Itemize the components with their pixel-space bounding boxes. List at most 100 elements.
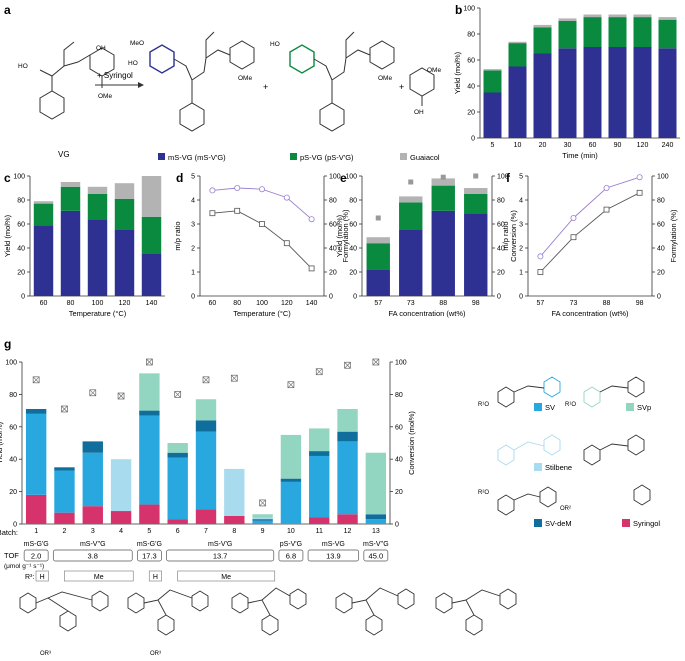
x-tick-label: 5 [491,142,495,149]
right-axis-title: Formylation (%) [669,209,678,262]
panel-label-g: g [4,337,11,351]
tof-box [23,549,49,562]
bar-ps-vg [60,186,81,211]
y-tick-label: 40 [467,84,475,91]
bar-ms-vg [633,47,652,138]
y-tick-label: 60 [329,222,337,229]
bar-svp [309,428,330,452]
group-label: MeO [130,40,144,47]
y-tick-label: 0 [329,294,333,301]
tof-box [363,549,389,562]
bar-stilbene [224,468,245,516]
x-tick-label: 100 [92,300,104,307]
bar-sv-dem [309,451,330,456]
bar-syringol [224,515,245,524]
bar-ps-vg [533,27,552,54]
bar-ms-vg [33,225,54,296]
x-tick-label: 7 [204,528,208,535]
data-point [259,221,265,227]
plus-sign-1: + [263,82,268,92]
left-axis-title: m/p ratio [173,221,182,250]
bar-syringol [309,517,330,524]
bar-sv [54,470,75,513]
right-axis-title: Conversion (mol%) [407,411,416,475]
bar-syringol [25,494,47,524]
y-tick-label: 0 [21,294,25,301]
y-tick-label: 80 [467,32,475,39]
tof-value: 13.9 [326,552,341,561]
group-label: OMe [378,75,392,82]
r3-box [35,570,49,582]
panel-label-f: f [506,171,511,185]
legend-swatch-sv-dem [534,519,542,527]
conversion-point-cross [287,381,295,388]
y-tick-label: 20 [497,270,505,277]
y-tick-label: 0 [13,522,17,529]
group-label: HO [270,41,280,48]
bar-sv-dem [337,431,358,442]
catalyst-group-label: mS-V''G [363,541,389,548]
y-tick-label: 20 [395,489,403,496]
conversion-point-cross [174,391,181,398]
y-tick-label: 80 [329,198,337,205]
x-tick-label: 140 [306,300,318,307]
conversion-point-cross [259,499,266,507]
y-tick-label: 0 [657,294,661,301]
group-label: OMe [427,67,441,74]
x-tick-label: 10 [514,142,522,149]
product2-syringol-ring [289,44,315,74]
bar-guaiacol [141,176,162,217]
reaction-scheme [39,31,435,132]
x-tick-label: 11 [316,528,323,535]
product2-phenoxy-ring [369,40,395,70]
panel-label-b: b [455,3,462,17]
chart-temperature-yield: 0 20 40 60 80 100 Yield (mol%) 60 80 100 120 140 Tem… [3,174,165,318]
legend-label-stilbene: Stilbene [545,463,572,472]
data-point [234,184,241,191]
tof-value: 13.7 [213,552,228,561]
x-tick-label: 140 [146,300,158,307]
bar-guaiacol [583,14,602,18]
chart-fa-ratio: 0 1 2 3 4 5 0 20 40 60 80 100 m/p ratio Formylation (… [501,174,678,319]
bar-sv-dem [365,514,387,520]
panel-label-a: a [4,3,11,17]
bar-syringol [82,506,103,524]
tof-box [52,549,133,562]
catalyst-group-label: mS-V'G [208,541,232,548]
bar-sv [337,441,358,515]
catalyst-group-label: mS-G'G [137,541,162,548]
bar-sv-dem [82,441,103,453]
y-tick-label: 4 [519,198,523,205]
left-axis-title: m/p ratio [501,221,510,250]
bar-sv [167,457,188,520]
y-tick-label: 60 [657,222,665,229]
data-point [570,234,577,241]
bar-sv [309,455,330,518]
bar-stilbene [252,517,273,520]
left-axis-title: Yield (mol%) [453,51,462,94]
y-tick-label: 20 [657,270,665,277]
bar-ps-vg [608,17,627,47]
y-tick-label: 40 [497,246,505,253]
x-axis-title: Temperature (°C) [69,309,127,318]
data-point [308,265,315,272]
bottom-structures [19,587,517,636]
legend-swatch-syringol [622,519,630,527]
group-label: R¹O [565,402,576,408]
tof-box [307,549,360,562]
x-tick-label: 4 [119,528,123,535]
r3-value: Me [221,574,231,581]
bar-svp [280,434,302,479]
bar-svp [252,514,273,518]
y-tick-label: 2 [519,246,523,253]
bar-syringol [54,512,75,524]
bar-ms-vg [141,254,162,296]
y-tick-label: 20 [349,270,357,277]
x-axis-title: Temperature (°C) [233,309,291,318]
bar-ps-vg [483,70,502,93]
bar-sv [139,415,160,505]
data-point [283,240,290,247]
r3-box [64,570,134,582]
x-tick-label: 100 [256,300,268,307]
y-tick-label: 100 [13,174,25,181]
